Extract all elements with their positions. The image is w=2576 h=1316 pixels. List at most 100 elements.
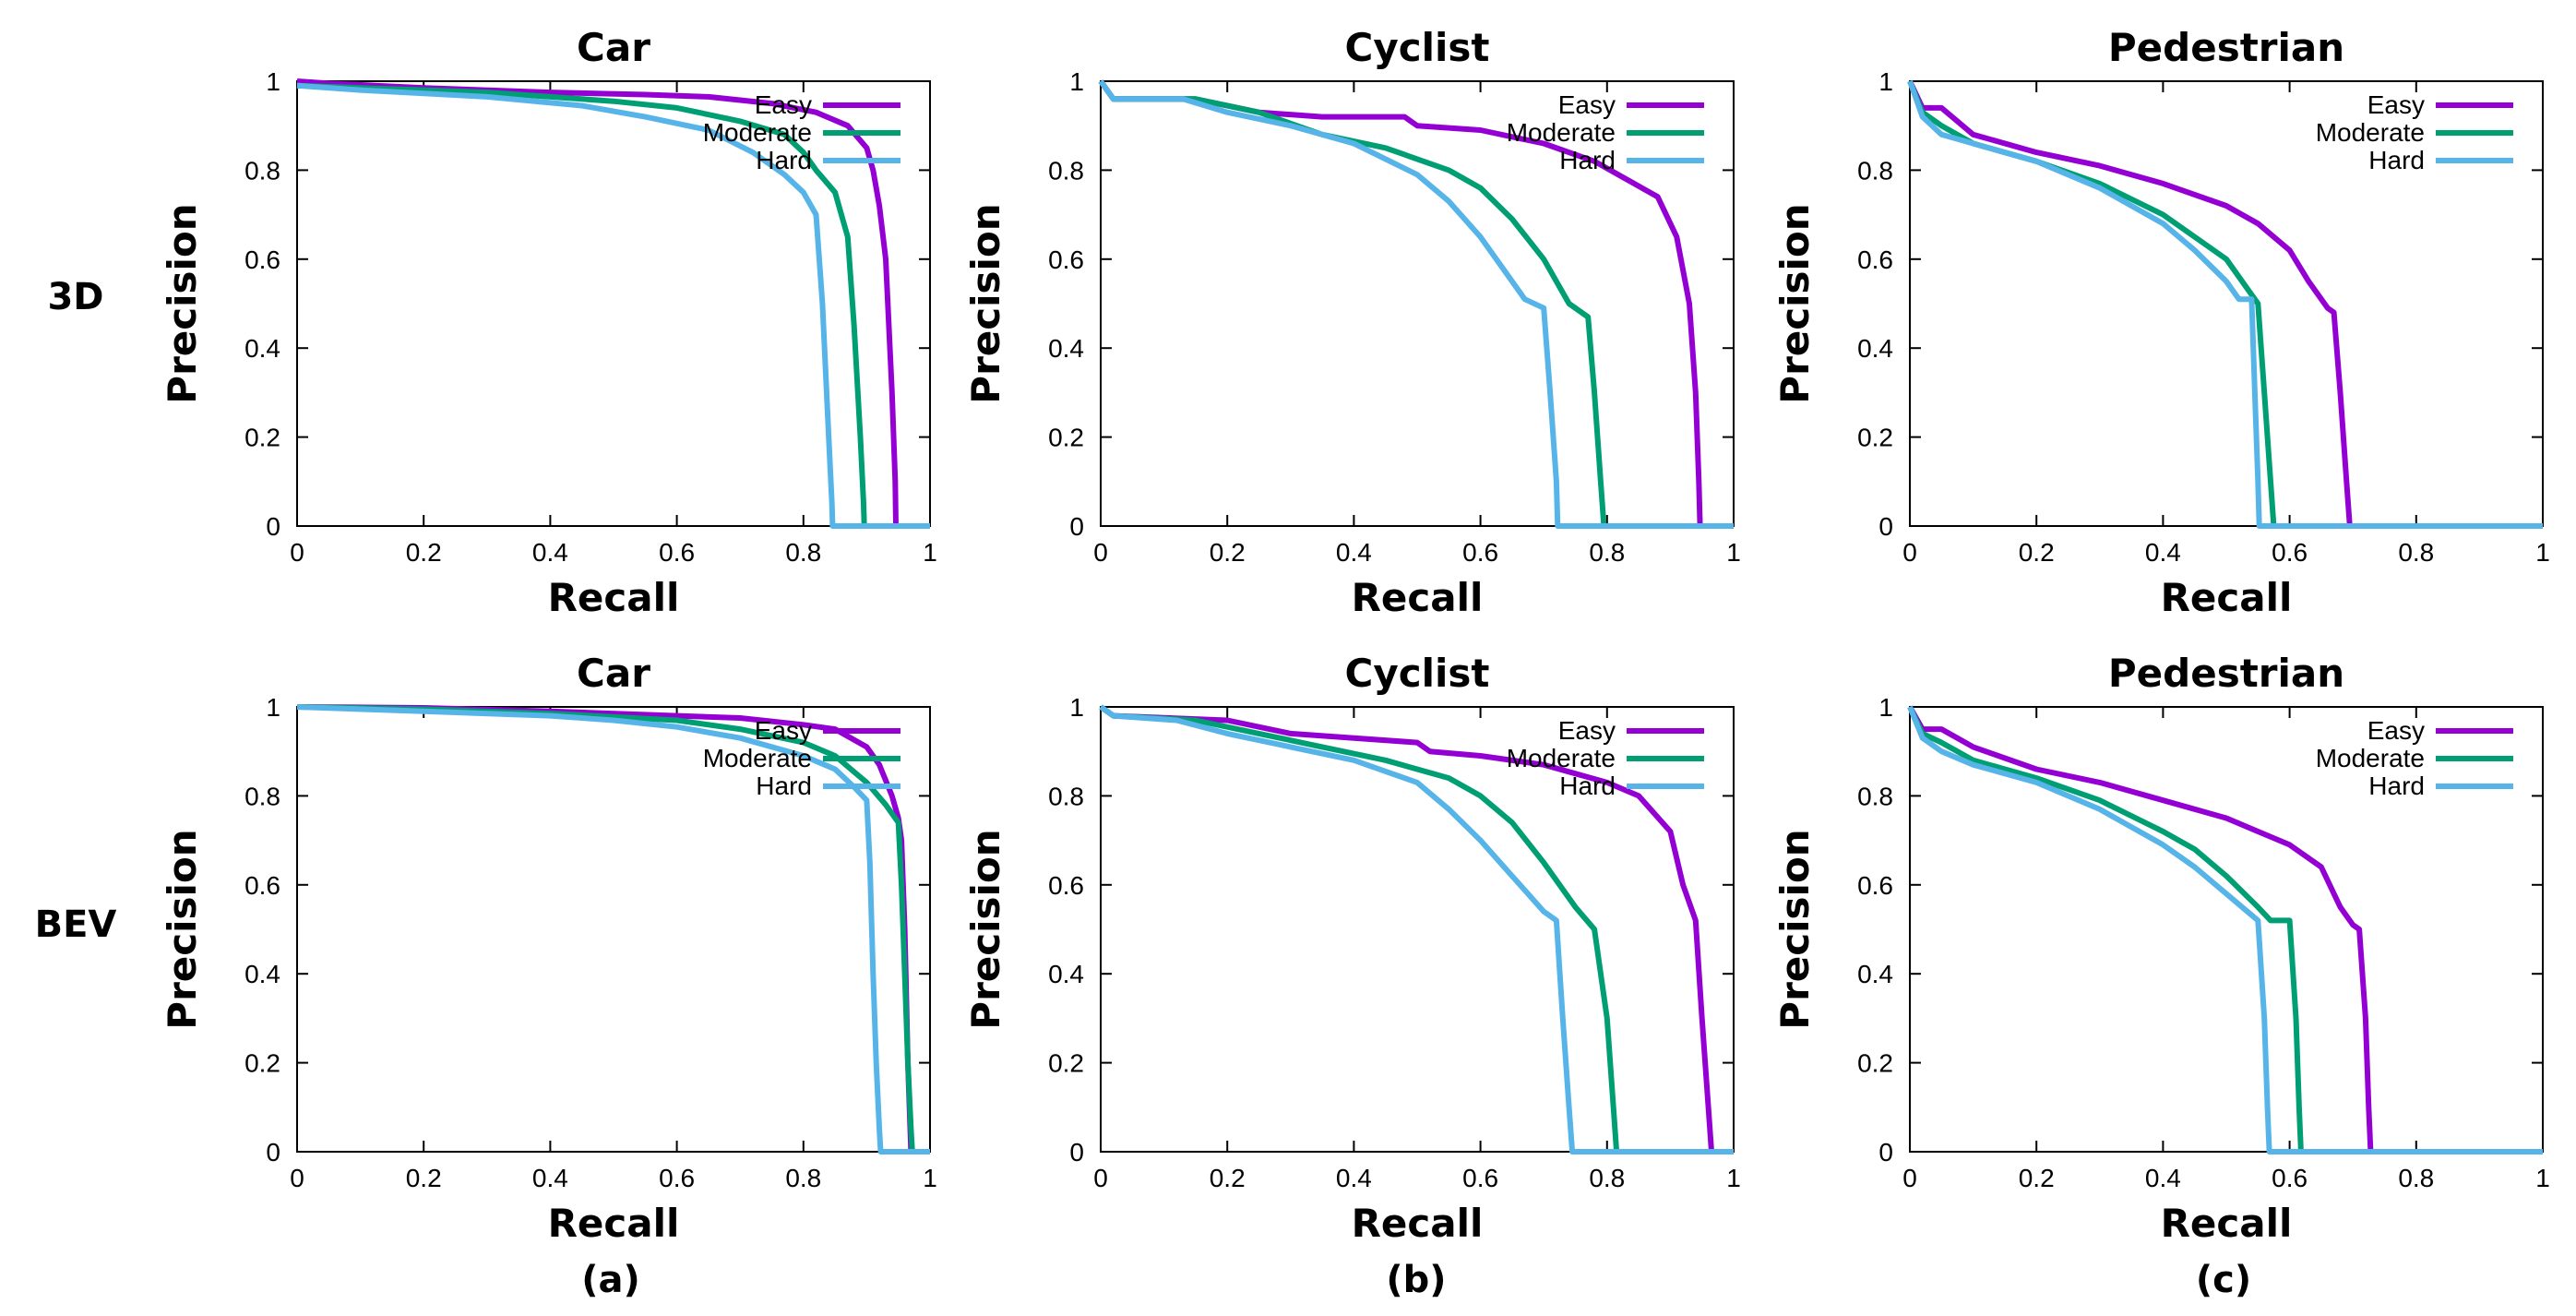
legend-label-hard: Hard bbox=[1559, 772, 1616, 800]
x-tick-label: 0.8 bbox=[1589, 1164, 1625, 1192]
y-tick-label: 0.4 bbox=[1048, 334, 1084, 363]
x-tick-label: 0.4 bbox=[1336, 1164, 1372, 1192]
chart-panel-2: Cyclist 0 0.2 0.4 0.6 0.8 1 0 0.2 0.4 0.6 0.8 1 Recal… bbox=[963, 25, 1741, 620]
column-label-a: (a) bbox=[581, 1259, 640, 1301]
x-tick-label: 0.4 bbox=[532, 538, 568, 567]
legend-label-hard: Hard bbox=[756, 772, 812, 800]
y-tick-label: 0.8 bbox=[1048, 156, 1084, 185]
series-line-easy bbox=[296, 704, 930, 1154]
x-tick-label: 0.6 bbox=[1462, 1164, 1498, 1192]
y-tick-label: 1 bbox=[266, 67, 280, 96]
x-axis-label: Recall bbox=[548, 575, 680, 620]
y-tick-label: 0 bbox=[1069, 1138, 1084, 1166]
series-line-moderate bbox=[1907, 705, 2543, 1154]
y-tick-label: 0.2 bbox=[1048, 424, 1084, 452]
y-tick-label: 0.6 bbox=[1857, 871, 1893, 900]
plot-frame bbox=[1909, 706, 2544, 1153]
column-label-c: (c) bbox=[2196, 1259, 2251, 1301]
x-tick-label: 0.6 bbox=[659, 538, 695, 567]
chart-title: Cyclist bbox=[1345, 25, 1490, 70]
chart-title: Pedestrian bbox=[2108, 25, 2344, 70]
y-tick-label: 0.4 bbox=[1048, 960, 1084, 988]
y-axis-label: Precision bbox=[1772, 203, 1818, 403]
x-tick-label: 0.2 bbox=[2019, 1164, 2055, 1192]
legend-label-easy: Easy bbox=[755, 716, 812, 745]
legend-label-hard: Hard bbox=[2368, 146, 2425, 174]
plot-frame bbox=[1909, 80, 2544, 527]
y-tick-label: 0.4 bbox=[1857, 960, 1893, 988]
x-tick-label: 1 bbox=[2535, 538, 2550, 567]
series-line-hard bbox=[296, 704, 930, 1154]
x-tick-label: 0.6 bbox=[1462, 538, 1498, 567]
chart-panel-5: Cyclist 0 0.2 0.4 0.6 0.8 1 0 0.2 0.4 0.6 0.8 1 Recal… bbox=[963, 651, 1741, 1246]
y-tick-label: 0.4 bbox=[244, 334, 280, 363]
x-tick-label: 0.4 bbox=[2145, 538, 2181, 567]
y-tick-label: 0 bbox=[1878, 512, 1893, 541]
y-tick-label: 0.6 bbox=[1048, 245, 1084, 274]
series-line-easy bbox=[1907, 79, 2543, 529]
chart-panel-3: Pedestrian 0 0.2 0.4 0.6 0.8 1 0 0.2 0.4 0.6 0.8 1 Re… bbox=[1772, 25, 2550, 620]
x-tick-label: 1 bbox=[923, 538, 937, 567]
y-tick-label: 0.2 bbox=[244, 1049, 280, 1078]
y-axis-label: Precision bbox=[963, 203, 1008, 403]
x-tick-label: 1 bbox=[1726, 1164, 1741, 1192]
plot-frame bbox=[296, 80, 931, 527]
y-tick-label: 0.6 bbox=[1048, 871, 1084, 900]
series-line-hard bbox=[1907, 705, 2543, 1154]
y-tick-label: 0.2 bbox=[1048, 1049, 1084, 1078]
x-tick-label: 0 bbox=[1093, 1164, 1108, 1192]
plot-frame bbox=[296, 706, 931, 1153]
x-tick-label: 0.4 bbox=[2145, 1164, 2181, 1192]
chart-title: Car bbox=[577, 25, 650, 70]
x-tick-label: 0 bbox=[1093, 538, 1108, 567]
y-tick-label: 0.6 bbox=[1857, 245, 1893, 274]
y-tick-label: 0.8 bbox=[1048, 782, 1084, 810]
plot-frame bbox=[1100, 80, 1735, 527]
legend-label-easy: Easy bbox=[2367, 716, 2425, 745]
chart-panel-4: Car 0 0.2 0.4 0.6 0.8 1 0 0.2 0.4 0.6 0.8 1 Recall Pre… bbox=[160, 651, 937, 1246]
y-tick-label: 0.4 bbox=[1857, 334, 1893, 363]
x-tick-label: 0.8 bbox=[2398, 1164, 2434, 1192]
series-line-moderate bbox=[296, 704, 930, 1154]
series-line-easy bbox=[296, 78, 930, 529]
y-tick-label: 1 bbox=[1878, 693, 1893, 722]
series-line-moderate bbox=[1099, 704, 1734, 1154]
y-tick-label: 0.6 bbox=[244, 871, 280, 900]
series-line-moderate bbox=[1098, 79, 1734, 529]
y-tick-label: 0.2 bbox=[1857, 424, 1893, 452]
column-label-b: (b) bbox=[1386, 1259, 1446, 1301]
legend-label-easy: Easy bbox=[2367, 90, 2425, 119]
row-label-bev: BEV bbox=[35, 903, 117, 946]
legend-label-easy: Easy bbox=[1558, 90, 1616, 119]
x-tick-label: 0 bbox=[290, 1164, 304, 1192]
y-tick-label: 0 bbox=[266, 1138, 280, 1166]
y-axis-label: Precision bbox=[160, 829, 205, 1029]
series-line-hard bbox=[1099, 704, 1734, 1154]
x-tick-label: 0.2 bbox=[1210, 538, 1246, 567]
y-tick-label: 1 bbox=[1069, 693, 1084, 722]
series-line-hard bbox=[1098, 79, 1734, 529]
x-tick-label: 0.8 bbox=[785, 1164, 821, 1192]
chart-panels: Car 0 0.2 0.4 0.6 0.8 1 0 0.2 0.4 0.6 0.8 1 Recall Pre… bbox=[160, 25, 2550, 1246]
x-tick-label: 1 bbox=[923, 1164, 937, 1192]
series-line-moderate bbox=[1907, 79, 2543, 529]
legend-label-easy: Easy bbox=[1558, 716, 1616, 745]
chart-title: Pedestrian bbox=[2108, 651, 2344, 696]
x-tick-label: 0.8 bbox=[1589, 538, 1625, 567]
plot-frame bbox=[1100, 706, 1735, 1153]
x-tick-label: 0.8 bbox=[2398, 538, 2434, 567]
y-tick-label: 0.2 bbox=[244, 424, 280, 452]
y-tick-label: 0 bbox=[1069, 512, 1084, 541]
series-line-easy bbox=[1099, 704, 1734, 1154]
x-tick-label: 0.8 bbox=[785, 538, 821, 567]
y-tick-label: 0 bbox=[1878, 1138, 1893, 1166]
series-line-hard bbox=[1907, 79, 2543, 529]
legend-label-moderate: Moderate bbox=[703, 744, 812, 772]
x-tick-label: 0.2 bbox=[406, 538, 442, 567]
x-tick-label: 0 bbox=[1902, 538, 1917, 567]
x-axis-label: Recall bbox=[2161, 575, 2293, 620]
x-tick-label: 0.2 bbox=[406, 1164, 442, 1192]
x-tick-label: 0.6 bbox=[2272, 1164, 2308, 1192]
y-tick-label: 0.8 bbox=[1857, 156, 1893, 185]
series-line-hard bbox=[296, 82, 930, 529]
